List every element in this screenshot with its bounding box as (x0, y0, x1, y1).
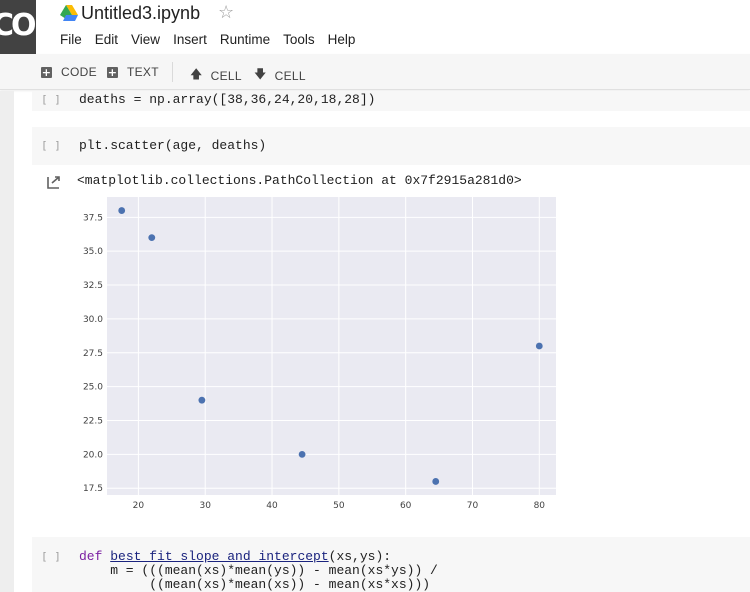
code-line-1: def best_fit_slope_and_intercept(xs,ys): (79, 549, 392, 564)
google-drive-icon (60, 5, 78, 21)
star-icon[interactable]: ☆ (218, 2, 235, 23)
y-tick-label: 35.0 (83, 247, 103, 257)
y-tick-label: 30.0 (83, 315, 103, 325)
menu-insert[interactable]: Insert (173, 32, 207, 47)
y-tick-label: 37.5 (83, 213, 103, 223)
move-cell-down-button[interactable]: 🡇 CELL (254, 65, 306, 86)
logo-text: CO (0, 8, 36, 43)
code-cell-2[interactable]: [ ] plt.scatter(age, deaths) (32, 127, 750, 165)
scatter-point (432, 478, 440, 485)
x-tick-label: 20 (133, 501, 145, 511)
y-tick-label: 20.0 (83, 450, 103, 460)
x-tick-label: 30 (199, 501, 211, 511)
menu-file[interactable]: File (60, 32, 82, 47)
scatter-point (118, 207, 126, 214)
x-tick-label: 50 (333, 501, 345, 511)
code-line-2: m = (((mean(xs)*mean(ys)) - mean(xs*ys))… (79, 563, 438, 578)
function-name: best_fit_slope_and_intercept (110, 549, 329, 564)
add-code-button[interactable]: + CODE (41, 65, 97, 79)
plot-background (107, 197, 556, 495)
move-cell-up-button[interactable]: 🡅 CELL (190, 65, 242, 86)
x-tick-label: 40 (266, 501, 278, 511)
scatter-plot-svg: 20 30 40 50 60 70 80 17.5 20.0 22.5 25.0 27.5 30.0 32… (83, 197, 556, 511)
toolbar: + CODE + TEXT 🡅 CELL 🡇 CELL (0, 54, 750, 90)
menu-runtime[interactable]: Runtime (219, 32, 271, 47)
menu-tools[interactable]: Tools (283, 32, 315, 47)
left-gutter (0, 91, 14, 592)
scatter-point (535, 342, 543, 350)
y-tick-label: 25.0 (83, 383, 103, 393)
y-tick-label: 17.5 (83, 484, 103, 494)
code-line: plt.scatter(age, deaths) (79, 138, 267, 153)
y-tick-label: 32.5 (83, 281, 103, 291)
add-text-button[interactable]: + TEXT (107, 65, 159, 79)
code-cell-1[interactable]: [ ] deaths = np.array([38,36,24,20,18,28… (32, 91, 750, 111)
code-line: deaths = np.array([38,36,24,20,18,28]) (79, 92, 376, 107)
x-tick-label: 70 (467, 501, 479, 511)
y-tick-label: 22.5 (83, 417, 103, 427)
toolbar-divider (172, 62, 173, 82)
output-arrow-icon[interactable] (46, 174, 62, 190)
scatter-point (298, 450, 306, 458)
run-cell-button[interactable]: [ ] (41, 93, 61, 106)
cell-output-text: <matplotlib.collections.PathCollection a… (77, 173, 522, 188)
colab-logo[interactable]: CO (0, 0, 36, 54)
scatter-point (148, 234, 156, 242)
run-cell-button[interactable]: [ ] (41, 550, 61, 563)
scatter-point (198, 396, 206, 404)
menu-help[interactable]: Help (327, 32, 356, 47)
plus-icon: + (107, 65, 118, 79)
menu-view[interactable]: View (131, 32, 161, 47)
plus-icon: + (41, 65, 52, 79)
move-down-label: CELL (274, 68, 306, 83)
menu-bar: File Edit View Insert Runtime Tools Help (60, 32, 368, 48)
code-line-3: ((mean(xs)*mean(xs)) - mean(xs*xs))) (79, 577, 431, 592)
scatter-plot: 20 30 40 50 60 70 80 17.5 20.0 22.5 25.0 27.5 30.0 32… (70, 190, 570, 520)
arrow-up-icon: 🡅 (190, 67, 203, 81)
move-up-label: CELL (210, 68, 242, 83)
code-line-1-rest: (xs,ys): (328, 549, 392, 564)
x-tick-label: 60 (400, 501, 412, 511)
run-cell-button[interactable]: [ ] (41, 139, 61, 152)
x-tick-label: 80 (534, 501, 546, 511)
menu-edit[interactable]: Edit (94, 32, 119, 47)
arrow-down-icon: 🡇 (254, 67, 267, 81)
add-code-label: CODE (61, 65, 97, 79)
code-cell-3[interactable]: [ ] def best_fit_slope_and_intercept(xs,… (32, 537, 750, 592)
notebook-title[interactable]: Untitled3.ipynb (81, 3, 201, 23)
add-text-label: TEXT (127, 65, 159, 79)
y-tick-label: 27.5 (83, 349, 103, 359)
